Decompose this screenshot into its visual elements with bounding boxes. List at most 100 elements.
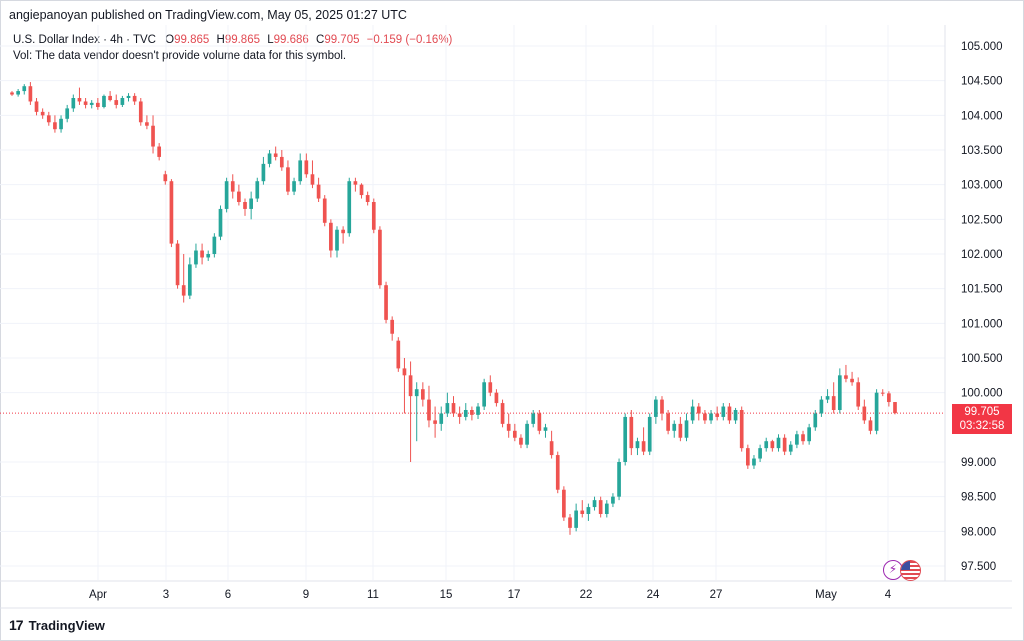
bar-countdown: 03:32:58 [959,420,1005,432]
candle-body [463,410,468,417]
candle-body [255,181,260,199]
candle-body [10,92,14,95]
candle-body [543,427,548,431]
candle-body [641,441,646,452]
candle-body [371,202,376,230]
y-tick-label: 101.500 [961,284,1003,296]
x-tick-label: Apr [89,589,107,601]
candle-body [856,382,861,407]
candle-body [200,250,204,258]
candle-body [16,91,20,95]
last-price-value: 99.705 [964,406,1000,418]
candle-body [715,413,720,417]
x-tick-label: 24 [647,589,660,601]
x-tick-label: May [815,589,837,601]
candle-body [500,403,505,424]
candle-body [310,174,315,185]
candle-body [187,264,192,296]
candle-body [574,510,578,528]
candle-body [261,163,266,182]
candle-body [868,420,873,431]
candle-body [825,396,830,400]
candle-body [678,423,683,438]
candle-body [880,392,885,394]
x-tick-label: 4 [885,589,892,601]
candle-body [427,399,431,421]
y-tick-label: 103.000 [961,180,1003,192]
candle-body [604,503,609,514]
candle-body [470,410,474,415]
y-tick-label: 104.500 [961,76,1003,88]
candle-body [684,420,689,438]
candle-body [703,413,707,421]
candle-body [457,413,462,417]
candle-body [617,462,621,497]
candle-body [237,191,241,202]
candle-body [304,160,309,175]
candle-body [34,101,39,112]
candle-body [157,146,162,157]
candle-body [53,122,57,130]
candle-body [322,198,327,223]
candle-body [482,382,486,407]
candle-body [635,441,640,449]
candle-body [365,195,370,202]
candle-body [408,375,413,397]
candle-body [212,236,217,254]
candle-body [555,455,560,490]
close-value: 99.705 [324,34,360,46]
tradingview-footer[interactable]: 17 TradingView [9,617,105,633]
candle-body [494,392,499,404]
candle-body [120,98,125,105]
tradingview-logo-icon: 17 [9,617,24,633]
candle-body [40,111,45,116]
candle-body [580,510,585,514]
candle-body [421,389,425,400]
candle-body [279,156,284,168]
candle-body [169,181,174,244]
candle-body [402,368,407,376]
x-tick-label: 3 [163,589,169,601]
x-tick-label: 27 [710,589,723,601]
candle-body [562,489,566,518]
high-label: H [216,34,225,46]
candle-body [611,496,615,504]
x-tick-label: 9 [303,589,309,601]
candle-body [690,406,695,421]
us-flag-icon[interactable] [900,560,921,581]
y-tick-label: 97.500 [961,561,996,573]
candle-body [181,285,186,296]
candle-body [390,319,395,334]
candle-body [341,229,345,234]
y-tick-label: 101.000 [961,318,1003,330]
candle-body [433,420,437,424]
candle-body [795,434,799,445]
candle-body [335,229,339,251]
candle-body [102,95,106,108]
candle-body [439,413,444,424]
candle-body [108,95,112,101]
last-price-tag: 99.705 03:32:58 [952,404,1012,434]
candle-body [893,402,897,414]
candle-body [739,410,744,449]
candle-body [243,202,247,209]
candle-body [175,243,180,286]
y-tick-label: 103.500 [961,145,1003,157]
candle-body [353,181,358,185]
candle-body [844,375,848,379]
candle-body [451,403,456,414]
candle-body [286,167,290,192]
y-tick-label: 99.000 [961,457,996,469]
candle-body [445,403,450,414]
candle-body [138,101,143,123]
y-tick-label: 102.500 [961,214,1003,226]
candle-body [298,160,303,182]
candle-body [359,184,364,196]
x-tick-label: 17 [508,589,521,601]
y-tick-label: 104.000 [961,110,1003,122]
candle-body [758,448,762,459]
open-label: O [165,34,175,46]
candle-body [506,423,511,431]
candle-body [28,86,33,102]
